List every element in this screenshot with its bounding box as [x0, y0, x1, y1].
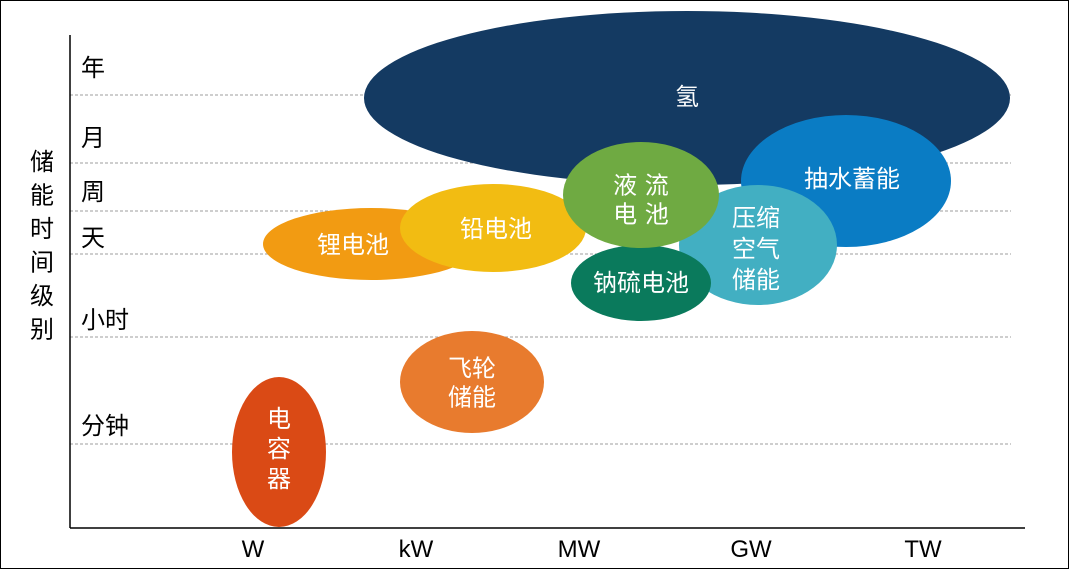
bubble-label: 液 流 [613, 172, 669, 200]
y-axis-label-char: 能 [30, 182, 54, 210]
y-axis-label-char: 别 [30, 316, 54, 344]
bubble-shape [400, 184, 586, 272]
bubble-label: 器 [267, 465, 291, 493]
y-tick-label: 月 [81, 124, 105, 152]
x-tick-label: W [242, 536, 265, 563]
bubble-label: 电 [267, 405, 291, 433]
y-axis-label-char: 间 [30, 249, 54, 277]
y-tick-label: 周 [81, 178, 105, 206]
bubble-shape [232, 377, 326, 527]
y-tick-label: 分钟 [81, 412, 129, 440]
bubble-shape [571, 245, 711, 321]
y-tick-label: 天 [81, 224, 105, 252]
bubble-label: 空气 [732, 235, 780, 263]
bubble: 液 流电 池 [563, 142, 719, 248]
y-axis-label-char: 储 [30, 148, 54, 176]
x-tick-label: kW [399, 536, 434, 563]
bubble-label: 电 池 [613, 201, 669, 229]
bubble-label: 钠硫电池 [593, 269, 689, 297]
x-tick-label: GW [730, 536, 772, 563]
y-tick-label: 年 [81, 54, 105, 82]
bubble: 电容器 [232, 377, 326, 527]
y-axis-label-char: 级 [30, 282, 54, 310]
x-tick-label: MW [558, 536, 601, 563]
bubble: 钠硫电池 [571, 245, 711, 321]
y-axis-label-char: 时 [30, 215, 54, 243]
bubble-label: 容 [267, 435, 291, 463]
bubble-label: 氢 [675, 83, 699, 111]
bubble: 铅电池 [400, 184, 586, 272]
bubble-label: 储能 [732, 266, 780, 294]
bubble-label: 锂电池 [317, 231, 389, 259]
axis-layer [69, 35, 1025, 529]
x-tick-label: TW [904, 536, 942, 563]
bubble-shape [563, 142, 719, 248]
bubble-shape [400, 331, 544, 433]
bubble-shape [679, 185, 837, 305]
bubble-label: 铅电池 [460, 215, 532, 243]
bubble-label: 飞轮 [448, 355, 496, 383]
bubble-label: 压缩 [732, 204, 780, 232]
bubble-label: 抽水蓄能 [804, 165, 900, 193]
bubble-label: 储能 [448, 384, 496, 412]
y-tick-label: 小时 [81, 306, 129, 334]
